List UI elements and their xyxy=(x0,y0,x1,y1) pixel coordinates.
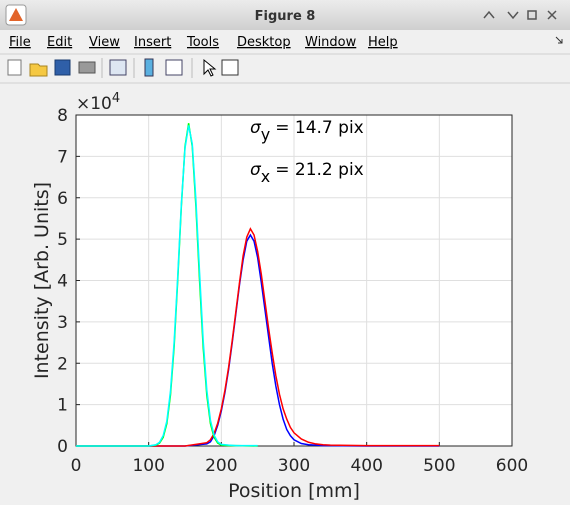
title-bar xyxy=(0,0,570,30)
data-line xyxy=(76,125,258,447)
x-tick-label: 100 xyxy=(132,456,164,476)
maximize-button[interactable] xyxy=(527,10,537,20)
minimize-button[interactable] xyxy=(507,11,519,20)
window-buttons[interactable] xyxy=(483,10,557,20)
axes-box xyxy=(75,114,513,447)
y-tick-label: 8 xyxy=(57,106,68,126)
exponent-base: ×10 xyxy=(76,94,112,114)
edit-button[interactable] xyxy=(203,58,217,77)
menu-item[interactable]: Insert xyxy=(134,35,171,50)
y-tick-label: 4 xyxy=(57,272,68,292)
annotation-symbol: σ xyxy=(250,160,262,180)
menu-item[interactable]: Edit xyxy=(47,35,72,50)
new-button[interactable] xyxy=(7,59,22,76)
y-axis-label: Intensity [Arb. Units] xyxy=(31,182,53,379)
y-exponent: ×104 xyxy=(76,91,120,114)
save-button[interactable] xyxy=(54,59,71,76)
window-title: Figure 8 xyxy=(255,9,316,24)
shade-button[interactable] xyxy=(483,10,495,19)
open-button[interactable] xyxy=(29,63,48,77)
y-tick-label: 2 xyxy=(57,354,68,374)
annotation-subscript: x xyxy=(261,167,270,186)
annotation: σy = 14.7 pix xyxy=(250,118,364,144)
annotation-text: = 21.2 pix xyxy=(275,160,363,180)
menu-item[interactable]: Desktop xyxy=(237,35,291,50)
menu-item[interactable]: Window xyxy=(305,35,357,50)
dock-icon[interactable] xyxy=(555,36,563,44)
annotation: σx = 21.2 pix xyxy=(250,160,364,186)
menu-item[interactable]: Tools xyxy=(186,35,219,50)
annotation-subscript: y xyxy=(261,125,270,144)
print-button[interactable] xyxy=(78,61,96,74)
x-tick-label: 500 xyxy=(423,456,455,476)
app-logo xyxy=(9,8,23,21)
x-tick-label: 400 xyxy=(350,456,382,476)
y-tick-label: 0 xyxy=(57,437,68,457)
legend-button[interactable] xyxy=(165,59,183,76)
y-tick-label: 1 xyxy=(57,396,68,416)
x-tick-label: 300 xyxy=(278,456,310,476)
menu-item[interactable]: Help xyxy=(368,35,398,50)
y-tick-label: 7 xyxy=(57,147,68,167)
close-button[interactable] xyxy=(547,10,557,20)
x-tick-label: 0 xyxy=(71,456,82,476)
menu-item[interactable]: File xyxy=(9,35,31,50)
annotation-text: = 14.7 pix xyxy=(275,118,363,138)
property-button[interactable] xyxy=(221,59,239,76)
toolbar xyxy=(7,58,239,78)
exponent-power: 4 xyxy=(112,91,120,106)
y-tick-label: 5 xyxy=(57,230,68,250)
x-axis-label: Position [mm] xyxy=(228,480,360,502)
y-tick-label: 3 xyxy=(57,313,68,333)
menu-item[interactable]: View xyxy=(89,35,120,50)
x-tick-label: 200 xyxy=(205,456,237,476)
annotation-symbol: σ xyxy=(250,118,262,138)
link-button[interactable] xyxy=(109,59,127,76)
menu-items: File Edit View Insert Tools Desktop Window Help xyxy=(9,35,398,50)
x-tick-label: 600 xyxy=(496,456,528,476)
menu-bar xyxy=(0,30,570,54)
y-tick-label: 6 xyxy=(57,189,68,209)
colorbar-button[interactable] xyxy=(144,58,154,77)
